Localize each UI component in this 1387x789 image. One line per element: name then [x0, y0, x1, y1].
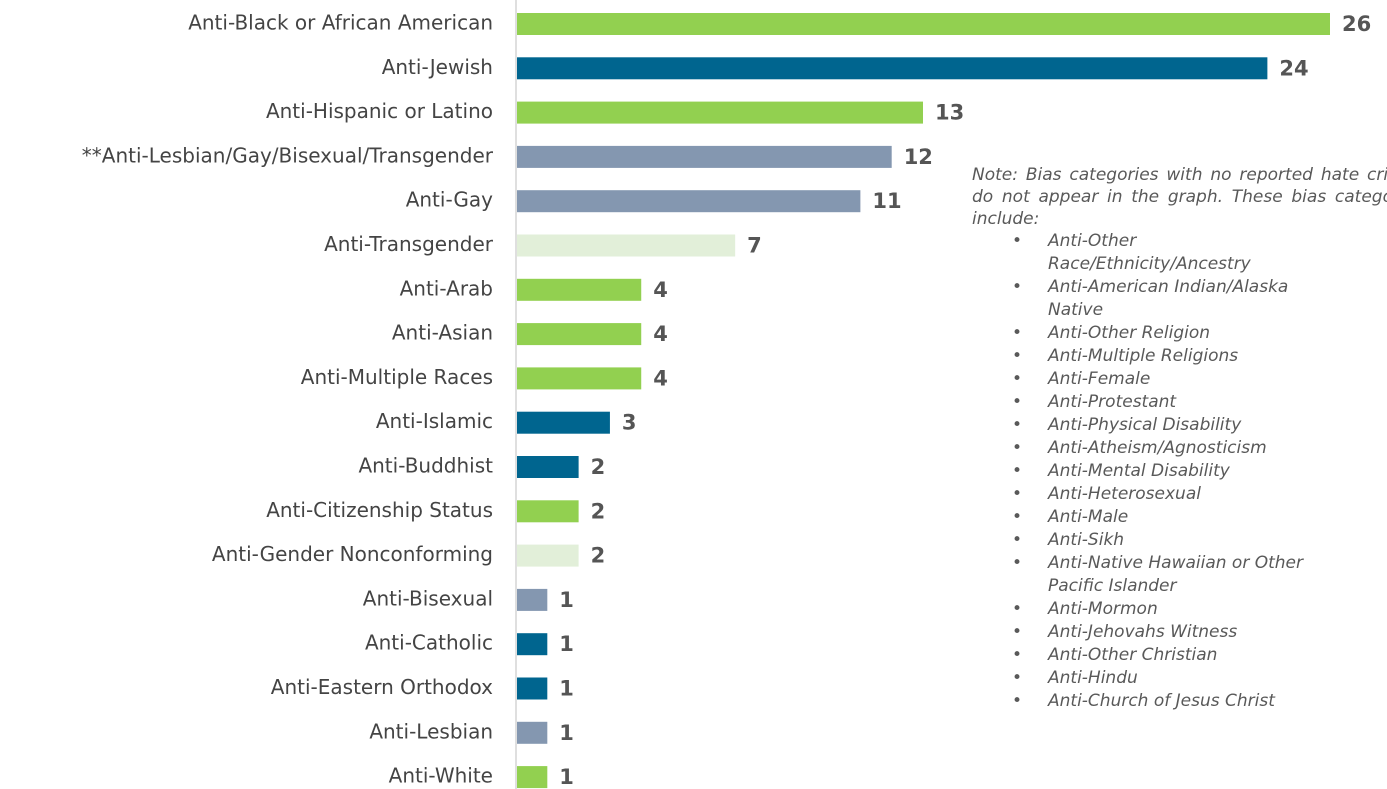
bar — [517, 411, 610, 434]
note-item: Anti-Multiple Religions — [972, 345, 1318, 368]
value-label: 2 — [591, 455, 606, 479]
note-item: Anti-American Indian/Alaska Native — [972, 276, 1318, 322]
value-label: 1 — [559, 588, 574, 612]
bar — [517, 456, 579, 478]
value-label: 1 — [559, 677, 574, 701]
category-label: Anti-Eastern Orthodox — [271, 675, 493, 699]
note-item: Anti-Heterosexual — [972, 483, 1318, 506]
bar — [517, 278, 642, 301]
category-label: Anti-Lesbian — [369, 719, 493, 743]
category-label: Anti-Arab — [400, 276, 493, 300]
category-label: Anti-Black or African American — [188, 11, 493, 35]
bar — [517, 323, 642, 346]
value-label: 2 — [591, 499, 606, 523]
bar — [517, 766, 548, 789]
category-label: Anti-Hispanic or Latino — [266, 99, 493, 123]
note-item: Anti-Male — [972, 506, 1318, 529]
note: Note: Bias categories with no reported h… — [972, 164, 1387, 713]
bar — [517, 721, 548, 744]
bar — [517, 500, 579, 523]
category-label: Anti-Buddhist — [358, 454, 493, 478]
value-label: 11 — [872, 189, 901, 213]
note-item: Anti-Protestant — [972, 391, 1318, 414]
bar — [517, 677, 548, 700]
value-label: 12 — [904, 145, 933, 169]
bar — [517, 234, 736, 257]
value-label: 4 — [653, 278, 668, 302]
category-label: Anti-Bisexual — [363, 586, 493, 610]
note-item: Anti-Mormon — [972, 598, 1318, 621]
value-label: 4 — [653, 366, 668, 390]
value-label: 2 — [591, 544, 606, 568]
bar — [517, 101, 923, 124]
value-label: 24 — [1279, 56, 1308, 80]
note-list: Anti-Other Race/Ethnicity/AncestryAnti-A… — [972, 230, 1387, 713]
category-label: Anti-Citizenship Status — [266, 498, 493, 522]
note-item: Anti-Sikh — [972, 529, 1318, 552]
category-label: Anti-Transgender — [324, 232, 494, 256]
bar — [517, 57, 1268, 80]
note-item: Anti-Other Race/Ethnicity/Ancestry — [972, 230, 1318, 276]
category-label: Anti-Asian — [392, 321, 493, 345]
bar — [517, 544, 579, 567]
category-label: Anti-Multiple Races — [301, 365, 493, 389]
note-item: Anti-Mental Disability — [972, 460, 1318, 483]
value-label: 7 — [747, 234, 762, 258]
value-label: 4 — [653, 322, 668, 346]
bar — [517, 633, 548, 656]
bar — [517, 367, 642, 390]
value-label: 3 — [622, 411, 637, 435]
category-label: Anti-Catholic — [365, 631, 493, 655]
bar — [517, 190, 861, 213]
category-label: Anti-Jewish — [382, 55, 493, 79]
note-item: Anti-Church of Jesus Christ — [972, 690, 1318, 713]
category-label: Anti-Gay — [406, 188, 493, 212]
note-title: Note: Bias categories with no reported h… — [972, 165, 1387, 229]
note-item: Anti-Other Religion — [972, 322, 1318, 345]
note-item: Anti-Native Hawaiian or Other Pacific Is… — [972, 552, 1318, 598]
category-label: Anti-Islamic — [376, 409, 493, 433]
note-item: Anti-Female — [972, 368, 1318, 391]
category-label: Anti-White — [389, 764, 493, 788]
note-item: Anti-Jehovahs Witness — [972, 621, 1318, 644]
value-label: 1 — [559, 721, 574, 745]
bar — [517, 588, 548, 611]
value-label: 1 — [559, 765, 574, 789]
note-item: Anti-Other Christian — [972, 644, 1318, 667]
value-label: 1 — [559, 632, 574, 656]
category-label: Anti-Gender Nonconforming — [212, 542, 493, 566]
note-item: Anti-Physical Disability — [972, 414, 1318, 437]
category-label: **Anti-Lesbian/Gay/Bisexual/Transgender — [82, 143, 494, 167]
note-item: Anti-Hindu — [972, 667, 1318, 690]
note-item: Anti-Atheism/Agnosticism — [972, 437, 1318, 460]
value-label: 26 — [1342, 12, 1371, 36]
bar — [517, 13, 1330, 35]
value-label: 13 — [935, 101, 964, 125]
bar — [517, 145, 892, 168]
